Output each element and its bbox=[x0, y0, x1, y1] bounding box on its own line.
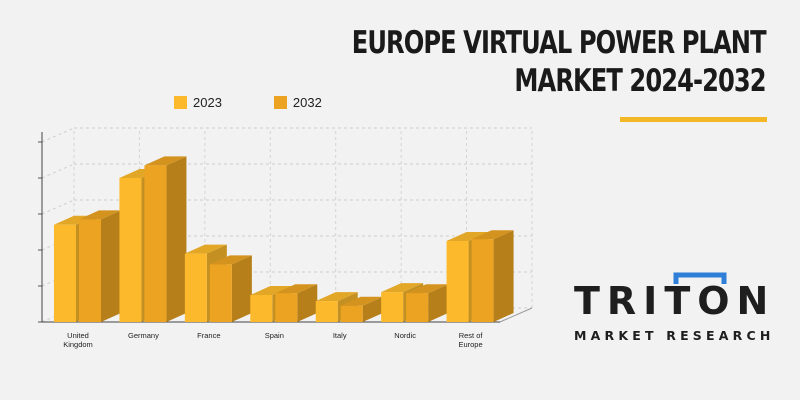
bar-top bbox=[275, 284, 318, 294]
bar-front bbox=[119, 178, 142, 322]
bar-2032-rest-of-europe bbox=[471, 230, 514, 322]
legend: 2023 2032 bbox=[174, 95, 322, 110]
x-tick-label-line: Germany bbox=[128, 331, 159, 340]
chart-bars bbox=[54, 156, 514, 322]
x-tick-label: United Kingdom bbox=[63, 331, 93, 349]
bar-front bbox=[340, 305, 363, 322]
x-tick-label: Nordic bbox=[394, 331, 416, 340]
bar-side bbox=[428, 284, 449, 322]
bar-side bbox=[493, 230, 514, 322]
x-tick-label: Germany bbox=[128, 331, 159, 340]
title-line-2: MARKET 2024-2032 bbox=[514, 63, 767, 99]
chart-title: EUROPE VIRTUAL POWER PLANT MARKET 2024-2… bbox=[352, 24, 767, 100]
title-line-1: EUROPE VIRTUAL POWER PLANT bbox=[352, 25, 767, 61]
logo-wordmark: TRITON bbox=[574, 279, 776, 323]
bar-top bbox=[144, 156, 187, 166]
bar-top bbox=[184, 244, 227, 254]
legend-item-2032: 2032 bbox=[273, 95, 322, 110]
x-axis-labels: United Kingdom Germany France Spain Italy Nord… bbox=[63, 331, 483, 349]
bar-side bbox=[166, 156, 187, 322]
bar-2032-united-kingdom bbox=[79, 210, 121, 322]
bar-top bbox=[406, 284, 449, 294]
bar-front bbox=[446, 241, 469, 322]
x-tick-label-line: United bbox=[67, 331, 89, 340]
gridline-side bbox=[41, 199, 75, 215]
bar-side bbox=[231, 255, 252, 322]
x-tick-label-line: Kingdom bbox=[63, 340, 93, 349]
bar-2032-germany bbox=[144, 156, 187, 322]
bar-side bbox=[362, 296, 383, 322]
logo-blue-accent-icon bbox=[673, 272, 727, 284]
bar-front bbox=[250, 295, 273, 322]
legend-swatch-2023 bbox=[174, 96, 187, 109]
bar-front bbox=[79, 219, 101, 322]
x-tick-label-line: Italy bbox=[333, 331, 347, 340]
logo-subtitle: MARKET RESEARCH bbox=[574, 328, 775, 343]
x-tick-label-line: Spain bbox=[265, 331, 284, 340]
bar-top bbox=[381, 283, 424, 293]
legend-label-2023: 2023 bbox=[193, 95, 222, 110]
bar-top bbox=[471, 230, 514, 240]
bar-top bbox=[446, 232, 489, 241]
bar-front bbox=[54, 224, 76, 322]
x-tick-label-line: Rest of bbox=[459, 331, 484, 340]
x-tick-label: France bbox=[197, 331, 220, 340]
legend-label-2032: 2032 bbox=[292, 95, 322, 110]
x-tick-label-line: Europe bbox=[458, 340, 482, 349]
x-tick-label: Spain bbox=[265, 331, 284, 340]
bar-2032-spain bbox=[275, 284, 318, 322]
legend-swatch-2032 bbox=[273, 96, 287, 109]
bar-side bbox=[101, 210, 121, 322]
bar-2032-italy bbox=[340, 296, 383, 322]
gridline-side bbox=[41, 163, 75, 179]
bar-front bbox=[406, 293, 429, 322]
bar-top bbox=[79, 210, 121, 220]
x-axis-depth bbox=[499, 307, 533, 323]
bar-front bbox=[184, 253, 207, 322]
triton-logo: TRITON MARKET RESEARCH bbox=[574, 272, 770, 344]
title-underline bbox=[620, 117, 767, 122]
gridline-side bbox=[41, 127, 75, 143]
bar-2032-nordic bbox=[406, 284, 449, 322]
logo-accent-line bbox=[673, 272, 727, 284]
bar-front bbox=[275, 293, 298, 322]
bar-top bbox=[250, 286, 293, 295]
bar-2032-france bbox=[209, 255, 252, 322]
bar-front bbox=[471, 239, 494, 322]
legend-item-2023: 2023 bbox=[174, 95, 222, 110]
bar-top bbox=[340, 296, 383, 306]
bar-top bbox=[315, 292, 358, 302]
bar-side bbox=[297, 284, 318, 322]
x-tick-label-line: Nordic bbox=[394, 331, 416, 340]
x-tick-label-line: France bbox=[197, 331, 220, 340]
bar-front bbox=[315, 301, 338, 322]
bar-top bbox=[209, 255, 252, 265]
bar-front bbox=[144, 165, 167, 322]
x-tick-label: Rest of Europe bbox=[458, 331, 483, 349]
bar-front bbox=[381, 292, 404, 322]
bar-front bbox=[209, 264, 232, 322]
x-tick-label: Italy bbox=[333, 331, 347, 340]
